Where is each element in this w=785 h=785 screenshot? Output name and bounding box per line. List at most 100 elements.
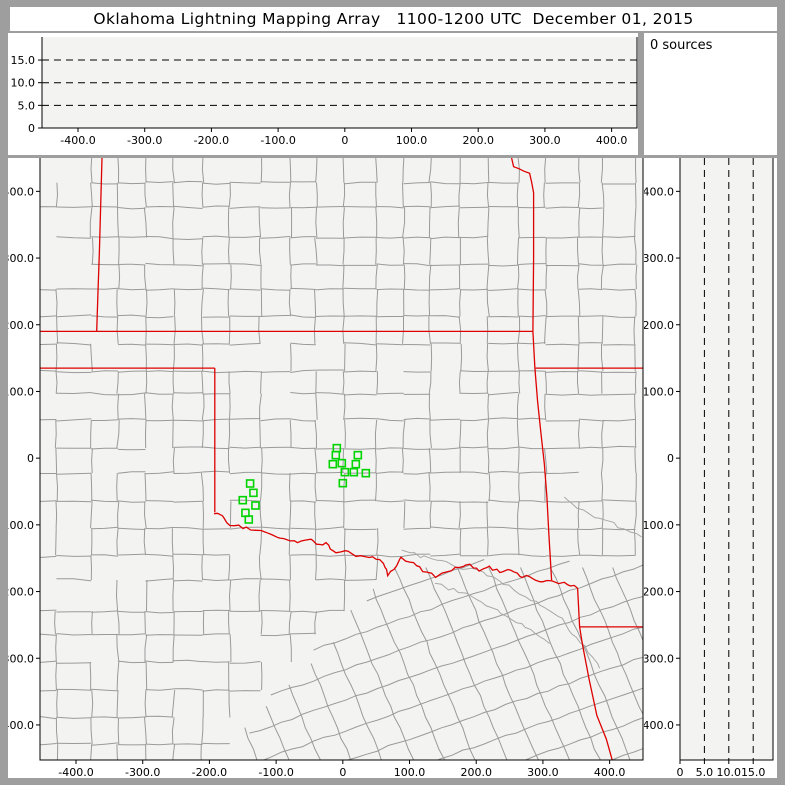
county-line: [486, 237, 490, 265]
county-line: [633, 316, 636, 344]
county-line: [343, 236, 377, 239]
county-line: [55, 634, 57, 663]
county-line: [145, 553, 174, 557]
county-line: [600, 264, 604, 290]
county-line: [143, 528, 146, 556]
county-line: [201, 264, 204, 290]
county-line: [600, 158, 603, 183]
county-line: [403, 205, 431, 208]
county-line: [343, 342, 377, 346]
county-line: [545, 264, 548, 290]
county-line: [229, 661, 261, 664]
station-marker: [244, 515, 254, 524]
station-marker: [338, 478, 348, 488]
county-line: [344, 555, 347, 581]
county-line: [201, 237, 204, 265]
county-line: [90, 419, 92, 449]
county-line: [544, 158, 547, 183]
county-line: [518, 342, 546, 345]
county-line: [376, 263, 404, 266]
county-line: [488, 499, 519, 503]
ew-tick-label: -300.0: [127, 134, 162, 147]
county-line: [376, 471, 404, 474]
county-line: [634, 158, 637, 183]
county-line: [144, 393, 147, 420]
county-line: [27, 662, 28, 690]
county-line: [91, 610, 119, 613]
county-line: [227, 237, 230, 265]
county-line: [375, 343, 378, 372]
county-line: [117, 660, 146, 664]
county-line: [375, 182, 377, 208]
state-border-colorado-kansas: [96, 158, 103, 332]
county-line: [56, 633, 92, 636]
county-line: [612, 567, 643, 643]
county-line: [201, 717, 204, 745]
county-line: [516, 182, 519, 208]
county-line: [375, 207, 378, 238]
ns-tick-label: -400.0: [644, 719, 674, 732]
county-line: [145, 371, 148, 394]
ns-tick-label: -100.0: [8, 519, 34, 532]
county-line: [578, 158, 581, 183]
county-line: [172, 744, 176, 760]
county-line: [458, 316, 462, 344]
county-line: [376, 371, 379, 394]
county-line: [290, 342, 316, 346]
county-line: [173, 264, 203, 267]
county-line: [488, 288, 519, 291]
county-line: [172, 237, 175, 265]
county-line: [28, 555, 29, 580]
ew-tick-label: 400.0: [594, 766, 626, 778]
county-line: [172, 579, 175, 612]
county-line: [118, 633, 146, 636]
county-line: [545, 501, 579, 503]
county-line: [518, 446, 546, 450]
county-line: [228, 689, 231, 718]
county-line: [403, 264, 406, 290]
county-line: [117, 717, 120, 745]
county-line: [403, 448, 431, 450]
county-line: [173, 316, 176, 344]
county-line: [578, 393, 603, 396]
ns-tick-label: -300.0: [8, 652, 34, 665]
county-line: [171, 689, 176, 718]
county-line: [602, 528, 636, 531]
county-line: [343, 499, 377, 503]
county-line: [428, 264, 432, 290]
county-line: [55, 717, 59, 745]
county-line: [28, 473, 29, 501]
county-line: [56, 578, 92, 582]
county-line: [290, 369, 316, 373]
county-line: [578, 446, 603, 449]
county-line: [516, 419, 520, 449]
county-line: [544, 289, 548, 317]
county-line: [344, 343, 346, 372]
county-line: [376, 500, 404, 503]
county-line: [200, 472, 204, 502]
county-line: [116, 419, 120, 449]
county-line: [488, 526, 519, 530]
county-line: [486, 419, 489, 449]
county-line: [456, 567, 539, 760]
county-line: [518, 500, 546, 503]
station-marker: [361, 468, 371, 478]
county-line: [173, 579, 203, 582]
county-line: [40, 369, 57, 372]
county-line: [313, 316, 316, 344]
county-line: [401, 448, 404, 474]
county-line: [602, 499, 636, 502]
county-line: [145, 262, 174, 266]
county-line: [460, 343, 463, 372]
ns-tick-label: 100.0: [8, 385, 34, 398]
county-line: [229, 446, 261, 449]
county-line: [436, 687, 643, 760]
county-line: [459, 182, 489, 185]
county-line: [90, 744, 93, 760]
county-line: [600, 472, 604, 502]
county-line: [402, 316, 404, 344]
county-line: [459, 528, 462, 556]
county-line: [288, 472, 291, 502]
county-line: [91, 611, 93, 635]
county-line: [260, 578, 291, 581]
